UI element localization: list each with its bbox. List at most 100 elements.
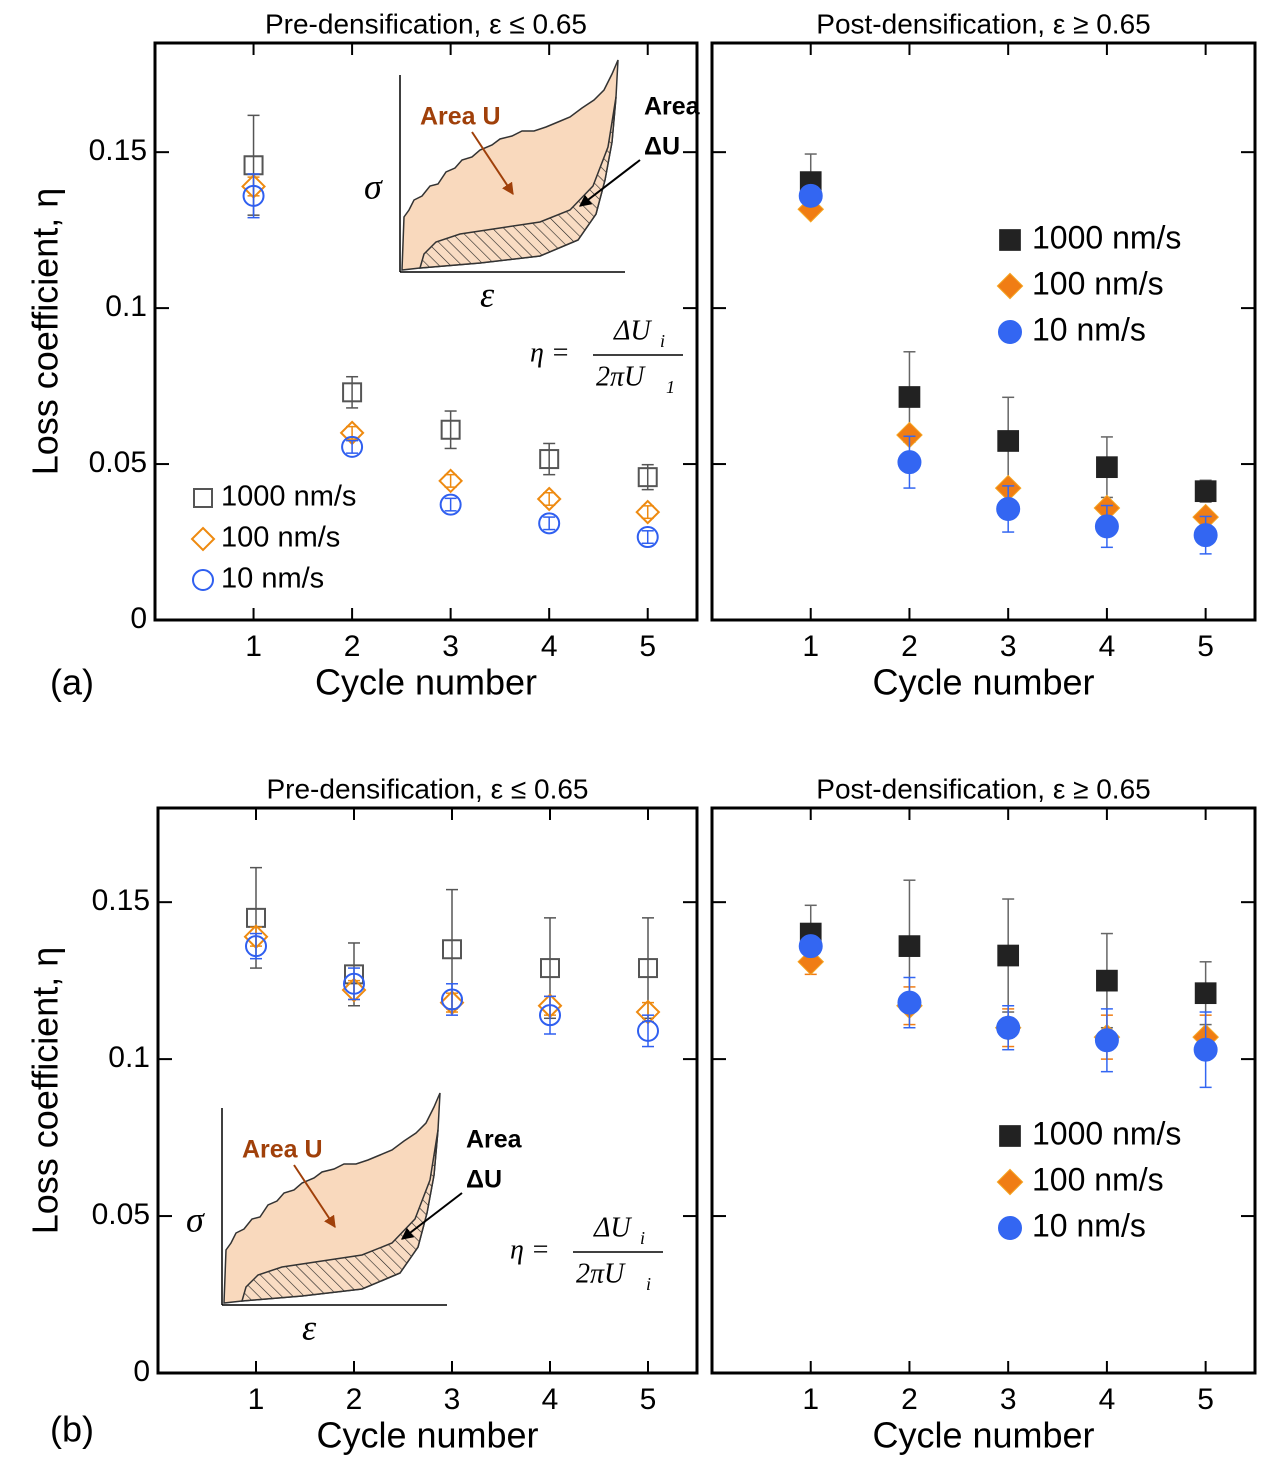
legend-label: 10 nm/s — [1032, 1207, 1146, 1243]
formula-num: ΔU — [593, 1212, 632, 1243]
chart-title: Post-densification, ε ≥ 0.65 — [816, 773, 1150, 804]
error-bar — [543, 491, 556, 506]
error-bar — [444, 497, 457, 512]
y-tick-label: 0.1 — [108, 1041, 150, 1074]
point — [343, 972, 365, 995]
point — [996, 1015, 1021, 1040]
x-tick-label: 5 — [639, 630, 656, 663]
legend-swatch — [193, 488, 213, 508]
inset-hysteresis — [418, 96, 617, 269]
error-bar — [444, 410, 457, 450]
formula-den-sub: i — [646, 1274, 651, 1294]
formula-lhs: η = — [510, 1234, 550, 1265]
point — [342, 382, 363, 403]
y-tick-label: 0.05 — [92, 1198, 150, 1231]
inset-arrow — [471, 131, 514, 196]
y-tick-label: 0 — [130, 602, 147, 635]
point — [997, 944, 1020, 967]
legend-label: 100 nm/s — [221, 522, 340, 554]
error-bar — [247, 173, 260, 219]
inset-x-label: ε — [302, 1307, 317, 1347]
x-tick-label: 2 — [346, 1383, 363, 1416]
legend-swatch — [998, 1216, 1022, 1240]
point — [1193, 523, 1218, 548]
legend-label: 1000 nm/s — [1032, 219, 1181, 255]
point — [638, 958, 658, 979]
point — [898, 386, 921, 408]
y-tick-label: 0.1 — [105, 290, 147, 323]
y-tick-label: 0.15 — [89, 134, 147, 167]
x-tick-label: 4 — [1099, 1383, 1116, 1416]
point — [440, 419, 461, 440]
x-tick-label: 4 — [542, 1383, 559, 1416]
point — [1193, 1037, 1218, 1062]
y-axis-label: Loss coefficient, η — [25, 188, 66, 476]
point — [1096, 969, 1118, 992]
x-tick-label: 1 — [245, 630, 262, 663]
error-bar — [444, 473, 457, 488]
x-tick-label: 5 — [640, 1383, 657, 1416]
point — [997, 430, 1020, 452]
point — [245, 935, 267, 958]
error-bar — [543, 516, 556, 531]
plot-frame — [156, 806, 699, 1375]
point — [898, 935, 921, 957]
x-tick-label: 3 — [444, 1383, 461, 1416]
x-tick-label: 3 — [1000, 1383, 1017, 1416]
point — [1194, 982, 1217, 1005]
point — [636, 526, 659, 549]
formula-den: 2πU — [576, 1258, 626, 1289]
point — [539, 1004, 561, 1027]
inset-x-label: ε — [480, 274, 495, 314]
point — [538, 512, 561, 535]
x-tick-label: 2 — [344, 630, 361, 663]
legend-swatch — [192, 569, 214, 591]
error-bar — [641, 530, 654, 545]
formula-den: 2πU — [596, 361, 646, 392]
inset-hysteresis-label: ΔU — [466, 1166, 502, 1194]
legend-swatch — [999, 1125, 1021, 1147]
point — [441, 988, 463, 1011]
legend-swatch — [190, 526, 216, 552]
legend-label: 100 nm/s — [1032, 265, 1164, 301]
plot-frame — [153, 41, 699, 622]
inset: Area U Area ΔU σ ε — [186, 1092, 523, 1347]
formula-num-sub: i — [640, 1228, 645, 1248]
point — [540, 958, 560, 979]
x-axis-label: Cycle number — [315, 662, 537, 703]
plot-frame — [710, 806, 1257, 1375]
y-tick-label: 0 — [133, 1355, 150, 1388]
point — [438, 468, 464, 494]
chart-title: Pre-densification, ε ≤ 0.65 — [266, 773, 588, 804]
y-axis-label: Loss coefficient, η — [25, 947, 66, 1235]
inset-arrow — [293, 1164, 336, 1229]
formula-lhs: η = — [530, 337, 570, 368]
x-axis-label: Cycle number — [872, 662, 1094, 703]
inset-y-label: σ — [186, 1199, 205, 1239]
y-tick-label: 0.05 — [89, 446, 147, 479]
point — [439, 493, 462, 516]
x-tick-label: 4 — [1099, 630, 1116, 663]
x-tick-label: 3 — [1000, 630, 1017, 663]
point — [536, 486, 562, 512]
point — [1096, 456, 1118, 479]
point — [798, 183, 823, 208]
inset-region-label: Area U — [242, 1136, 323, 1164]
legend-label: 1000 nm/s — [1032, 1115, 1181, 1151]
chart-title: Pre-densification, ε ≤ 0.65 — [265, 8, 587, 39]
error-bar — [641, 505, 654, 520]
inset-hysteresis-label: Area — [644, 93, 701, 121]
x-tick-label: 5 — [1197, 1383, 1214, 1416]
panel-label: (b) — [50, 1409, 94, 1450]
point — [442, 939, 462, 960]
legend-label: 1000 nm/s — [221, 481, 356, 513]
inset: Area U Area ΔU σ ε — [364, 59, 701, 314]
point — [797, 195, 825, 223]
inset-arrow — [401, 1192, 463, 1240]
point — [897, 450, 922, 475]
point — [637, 1019, 659, 1042]
inset-arrow — [579, 159, 641, 207]
point — [242, 184, 265, 207]
point — [1094, 514, 1119, 539]
